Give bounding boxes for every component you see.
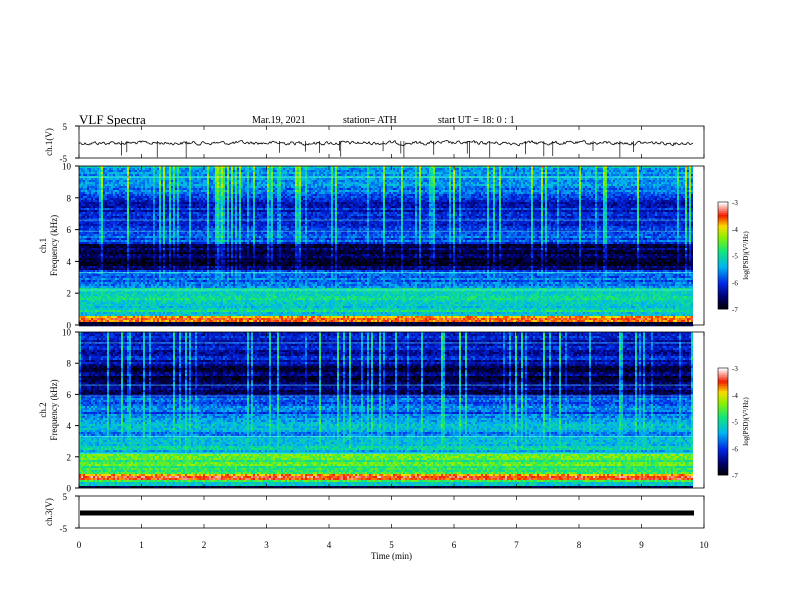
ch2-spectrogram-ytick-label: 8 <box>67 359 72 369</box>
ch2-spectrogram-image <box>79 332 693 488</box>
ch1-spectrogram-ytick-label: 4 <box>67 257 72 267</box>
ch1-spectrogram-ytick-label: 10 <box>62 162 72 172</box>
ch3-waveform-ytick-top: 5 <box>63 492 68 502</box>
ch1-waveform-ytick-top: 5 <box>63 122 68 132</box>
ch1-spectrogram-ytick-label: 6 <box>67 225 72 235</box>
ch2-spectrogram-colorbar-tick: -3 <box>732 365 738 373</box>
ch2-spectrogram-colorbar-tick: -5 <box>732 419 738 427</box>
ch2-spectrogram-ylabel: Frequency (kHz) <box>49 379 59 440</box>
ch1-spectrogram-channel-label: ch.1 <box>38 238 48 253</box>
xtick-label: 5 <box>389 540 394 550</box>
ch2-spectrogram-colorbar-tick: -7 <box>732 472 738 480</box>
ch1-waveform-trace <box>79 140 693 145</box>
ch2-spectrogram-ytick-label: 4 <box>67 421 72 431</box>
ch2-spectrogram-colorbar <box>718 368 728 475</box>
ch1-spectrogram-colorbar-tick: -7 <box>732 306 738 314</box>
ch2-spectrogram-ytick-label: 10 <box>62 328 72 338</box>
ch2-spectrogram-ytick-label: 6 <box>67 390 72 400</box>
xtick-label: 8 <box>577 540 582 550</box>
ch1-spectrogram-colorbar-tick: -3 <box>732 199 738 207</box>
ch1-waveform-frame <box>79 126 704 158</box>
xtick-label: 4 <box>327 540 332 550</box>
ch2-spectrogram-ytick-label: 2 <box>67 452 72 462</box>
ch2-spectrogram-colorbar-tick: -6 <box>732 445 738 453</box>
xtick-label: 7 <box>514 540 519 550</box>
ch1-spectrogram-colorbar-tick: -6 <box>732 279 738 287</box>
ch2-spectrogram-colorbar-label: log(PSD)(V²/Hz) <box>742 397 750 446</box>
ch1-waveform-ylabel: ch.1(V) <box>44 128 54 156</box>
xtick-label: 3 <box>264 540 269 550</box>
xtick-label: 10 <box>700 540 710 550</box>
ch1-spectrogram-ytick-label: 8 <box>67 193 72 203</box>
ch1-spectrogram-ylabel: Frequency (kHz) <box>49 215 59 276</box>
xtick-label: 6 <box>452 540 457 550</box>
ch2-spectrogram-channel-label: ch.2 <box>38 402 48 417</box>
ch1-spectrogram-colorbar-tick: -5 <box>732 253 738 261</box>
ch1-spectrogram-image <box>79 166 693 326</box>
xtick-label: 9 <box>639 540 644 550</box>
xtick-label: 2 <box>202 540 207 550</box>
ch3-waveform-ylabel: ch.3(V) <box>44 498 54 526</box>
ch3-waveform-trace <box>80 511 694 516</box>
ch1-spectrogram-nodata <box>693 166 704 325</box>
xtick-label: 0 <box>77 540 82 550</box>
ch1-spectrogram-colorbar-tick: -4 <box>732 226 738 234</box>
ch2-spectrogram-colorbar-tick: -4 <box>732 392 738 400</box>
ch1-spectrogram-colorbar <box>718 202 728 309</box>
ch1-spectrogram-colorbar-label: log(PSD)(V²/Hz) <box>742 231 750 280</box>
x-axis-label: Time (min) <box>371 551 412 561</box>
ch2-spectrogram-nodata <box>693 332 704 488</box>
ch3-waveform-ytick-bottom: -5 <box>60 524 68 534</box>
ch2-spectrogram-ytick-label: 0 <box>67 484 72 494</box>
ch1-spectrogram-ytick-label: 2 <box>67 289 72 299</box>
xtick-label: 1 <box>139 540 144 550</box>
